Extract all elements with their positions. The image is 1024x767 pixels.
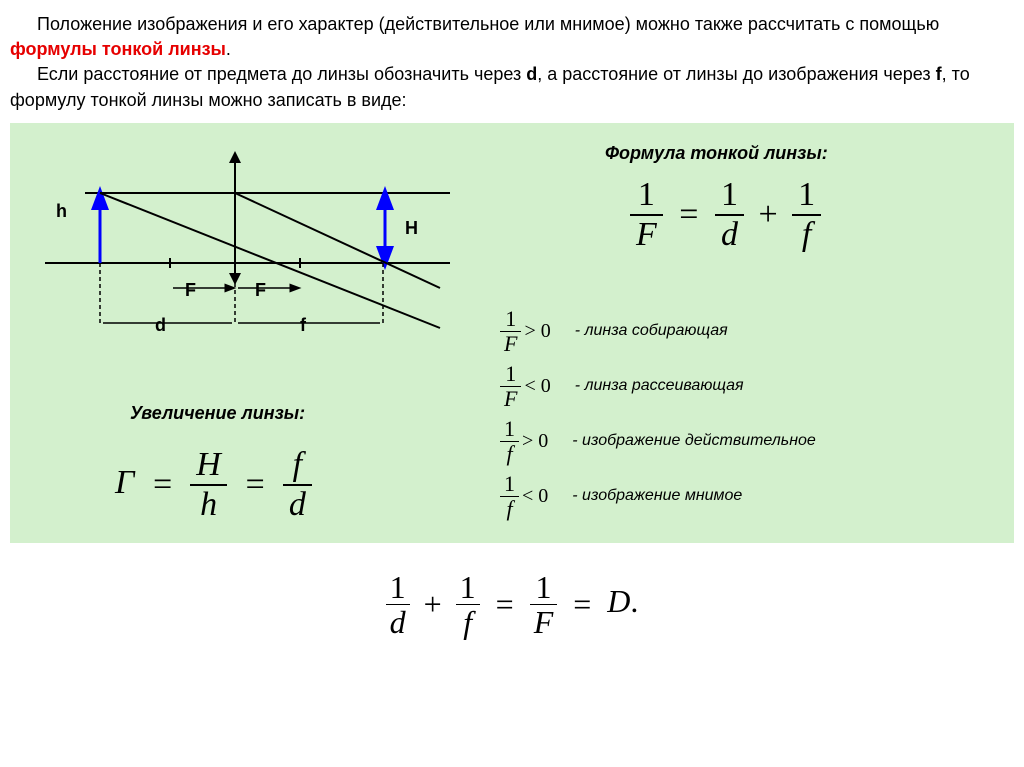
- cond-row-3: 1 f < 0 - изображение мнимое: [500, 473, 742, 520]
- frac-fd: f d: [283, 448, 312, 522]
- num: 1: [386, 571, 410, 605]
- cond-row-1: 1 F < 0 - линза рассеивающая: [500, 363, 744, 410]
- gamma: Г: [115, 464, 134, 501]
- frac-1d: 1 d: [386, 571, 410, 638]
- intro-text-2b: , а расстояние от линзы до изображения ч…: [537, 64, 935, 84]
- cond-op: > 0: [521, 320, 556, 343]
- cond-op: < 0: [519, 485, 554, 508]
- eq: =: [235, 466, 274, 503]
- formula-panel: h H F F d f Формула тонкой линзы: 1 F = …: [10, 123, 1014, 543]
- num: 1: [456, 571, 480, 605]
- magnification-formula: Г = H h = f d: [115, 448, 312, 522]
- plus: +: [752, 196, 783, 233]
- num: 1: [500, 418, 519, 442]
- num: 1: [630, 178, 663, 216]
- plus: +: [418, 586, 448, 622]
- den: F: [630, 216, 663, 252]
- intro-text-2a: Если расстояние от предмета до линзы обо…: [37, 64, 526, 84]
- cond-op: < 0: [521, 375, 556, 398]
- num: 1: [715, 178, 744, 216]
- main-formula: 1 F = 1 d + 1 f: [630, 178, 821, 252]
- num: 1: [500, 308, 521, 332]
- den: F: [530, 605, 558, 638]
- cond-frac: 1 f: [500, 418, 519, 465]
- num: 1: [530, 571, 558, 605]
- cond-frac: 1 f: [500, 473, 519, 520]
- cond-row-2: 1 f > 0 - изображение действительное: [500, 418, 816, 465]
- den: h: [190, 486, 227, 522]
- den: F: [500, 332, 521, 355]
- intro-text-1b: .: [226, 39, 231, 59]
- den: d: [386, 605, 410, 638]
- den: f: [456, 605, 480, 638]
- bold-d: d: [526, 64, 537, 84]
- den: f: [500, 442, 519, 465]
- cond-text: - изображение мнимое: [554, 487, 742, 505]
- label-F2: F: [255, 280, 266, 301]
- label-f: f: [300, 315, 306, 336]
- dot: .: [630, 583, 638, 619]
- frac-1F: 1 F: [630, 178, 663, 252]
- cond-row-0: 1 F > 0 - линза собирающая: [500, 308, 728, 355]
- frac-1F: 1 F: [530, 571, 558, 638]
- frac-Hh: H h: [190, 448, 227, 522]
- eq: =: [143, 466, 182, 503]
- cond-text: - изображение действительное: [554, 432, 816, 450]
- eq: =: [488, 586, 522, 622]
- highlight-term: формулы тонкой линзы: [10, 39, 226, 59]
- label-d: d: [155, 315, 166, 336]
- eq: =: [671, 196, 706, 233]
- cond-text: - линза собирающая: [557, 322, 728, 340]
- num: 1: [500, 473, 519, 497]
- cond-op: > 0: [519, 430, 554, 453]
- den: F: [500, 387, 521, 410]
- num: f: [283, 448, 312, 486]
- bottom-formula: 1 d + 1 f = 1 F = D.: [0, 543, 1024, 678]
- intro-paragraph-2: Если расстояние от предмета до линзы обо…: [10, 62, 1014, 112]
- label-h: h: [56, 201, 67, 222]
- magnification-title: Увеличение линзы:: [130, 403, 305, 424]
- frac-1f: 1 f: [792, 178, 821, 252]
- den: d: [715, 216, 744, 252]
- label-F1: F: [185, 280, 196, 301]
- eq: =: [565, 586, 599, 622]
- frac-1f: 1 f: [456, 571, 480, 638]
- cond-frac: 1 F: [500, 363, 521, 410]
- formula-title: Формула тонкой линзы:: [605, 143, 828, 164]
- frac-1d: 1 d: [715, 178, 744, 252]
- D-term: D: [607, 583, 630, 619]
- num: 1: [792, 178, 821, 216]
- lens-diagram: [45, 133, 455, 383]
- intro-text-1a: Положение изображения и его характер (де…: [37, 14, 939, 34]
- label-H-big: H: [405, 218, 418, 239]
- cond-text: - линза рассеивающая: [557, 377, 744, 395]
- num: 1: [500, 363, 521, 387]
- den: f: [500, 497, 519, 520]
- cond-frac: 1 F: [500, 308, 521, 355]
- den: d: [283, 486, 312, 522]
- intro-paragraph-1: Положение изображения и его характер (де…: [10, 12, 1014, 62]
- intro-text: Положение изображения и его характер (де…: [0, 0, 1024, 123]
- num: H: [190, 448, 227, 486]
- den: f: [792, 216, 821, 252]
